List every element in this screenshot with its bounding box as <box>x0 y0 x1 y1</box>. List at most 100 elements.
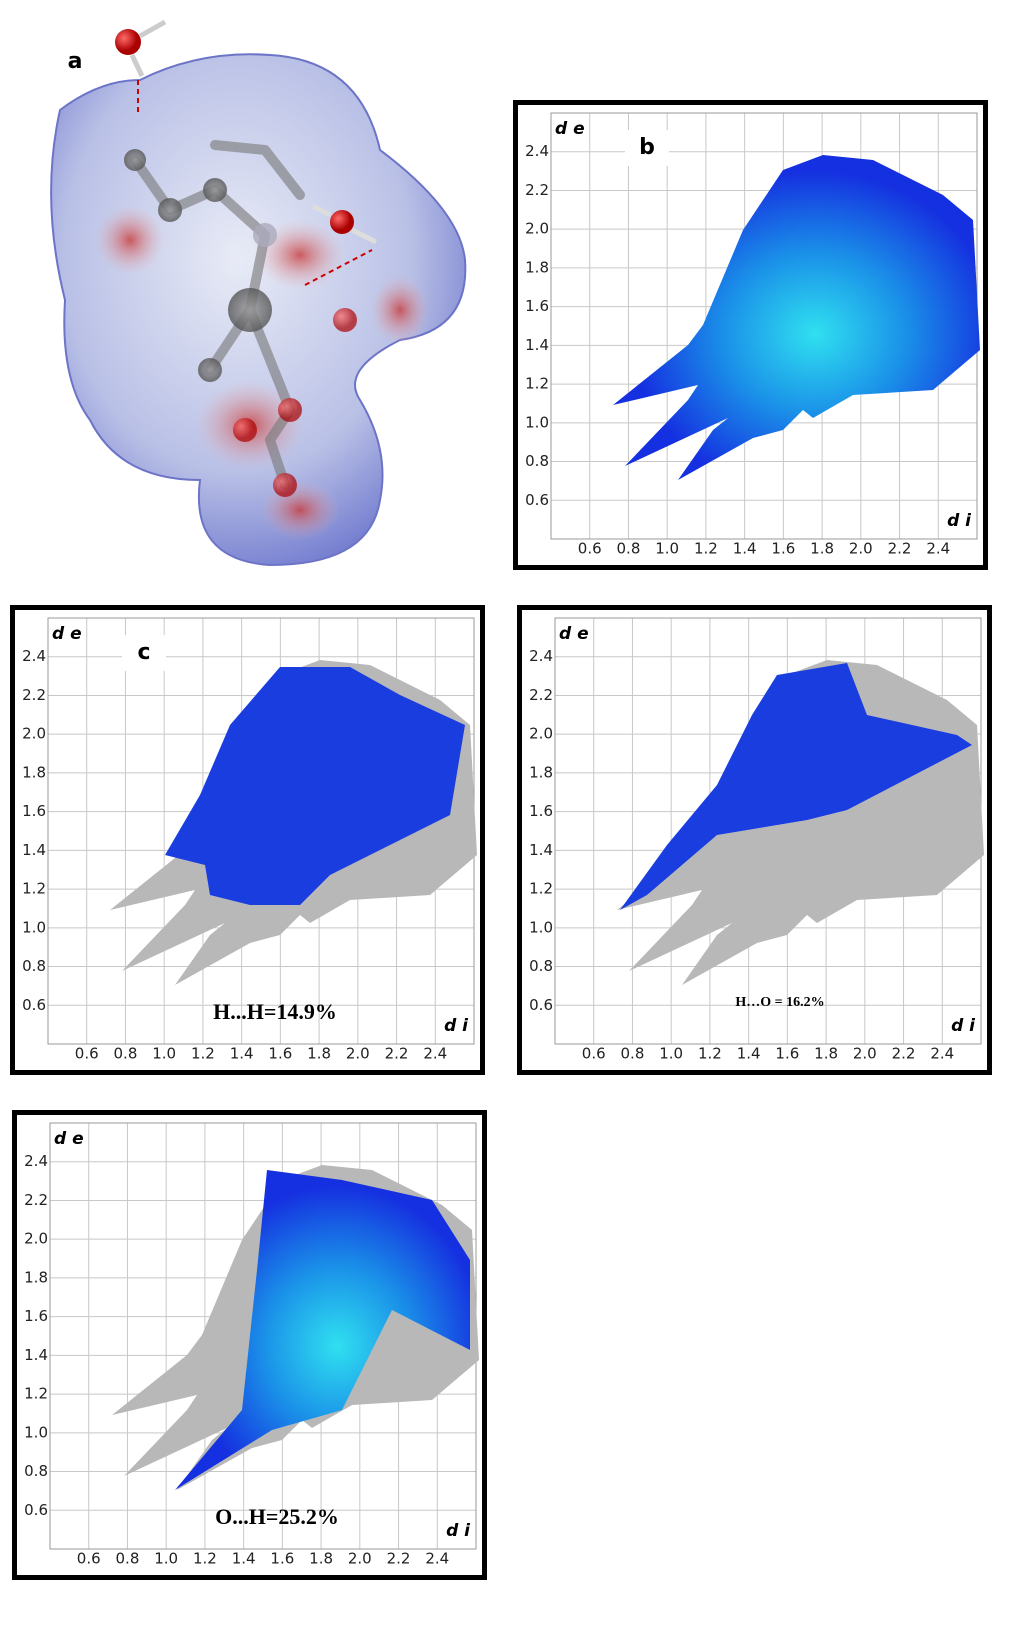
cloud-group <box>617 660 984 985</box>
x-tick-label: 1.8 <box>307 1045 331 1063</box>
x-tick-label: 2.2 <box>385 1045 409 1063</box>
y-tick-label: 1.4 <box>529 841 553 859</box>
annotation: H…O = 16.2% <box>735 995 824 1010</box>
x-tick-label: 0.8 <box>621 1045 645 1063</box>
y-tick-label: 1.8 <box>24 1268 48 1286</box>
panel-label: a <box>68 49 83 74</box>
x-tick-label: 1.6 <box>771 540 795 558</box>
x-tick-label: 2.0 <box>346 1045 370 1063</box>
x-tick-label: 2.4 <box>425 1550 449 1568</box>
y-tick-label: 1.0 <box>525 413 549 431</box>
y-tick-label: 0.6 <box>22 996 46 1014</box>
panel-frame <box>517 605 992 1075</box>
y-tick-label: 2.4 <box>24 1152 48 1170</box>
y-tick-label: 2.2 <box>22 686 46 704</box>
y-axis-label: d e <box>52 624 82 644</box>
y-tick-label: 1.2 <box>24 1385 48 1403</box>
y-tick-label: 2.4 <box>529 647 553 665</box>
y-tick-label: 2.0 <box>22 725 46 743</box>
clouds <box>110 155 984 1490</box>
fingerprint-cloud <box>613 155 980 480</box>
y-axis-label: d e <box>54 1129 84 1149</box>
x-tick-label: 0.6 <box>75 1045 99 1063</box>
y-tick-label: 0.6 <box>529 996 553 1014</box>
x-tick-label: 1.8 <box>814 1045 838 1063</box>
y-tick-label: 1.8 <box>529 763 553 781</box>
y-tick-label: 1.2 <box>22 880 46 898</box>
x-tick-label: 2.0 <box>853 1045 877 1063</box>
y-axis-label: d e <box>555 119 585 139</box>
y-tick-label: 0.6 <box>525 491 549 509</box>
x-tick-label: 1.2 <box>694 540 718 558</box>
y-axis-label: d e <box>559 624 589 644</box>
y-tick-label: 1.4 <box>24 1346 48 1364</box>
panel-foreground: d e d i H…O = 16.2% <box>517 605 992 1075</box>
x-tick-label: 2.4 <box>423 1045 447 1063</box>
y-tick-label: 1.0 <box>22 918 46 936</box>
x-tick-label: 1.8 <box>309 1550 333 1568</box>
panel-foreground: d e d i O...H=25.2% <box>12 1110 487 1580</box>
y-tick-label: 1.6 <box>529 802 553 820</box>
x-tick-label: 0.6 <box>77 1550 101 1568</box>
y-tick-label: 1.6 <box>24 1307 48 1325</box>
x-tick-label: 1.6 <box>268 1045 292 1063</box>
y-tick-label: 0.8 <box>24 1462 48 1480</box>
x-tick-label: 1.4 <box>230 1045 254 1063</box>
panel-frame <box>513 100 988 570</box>
y-tick-label: 0.8 <box>525 452 549 470</box>
x-tick-label: 1.2 <box>191 1045 215 1063</box>
y-tick-label: 0.6 <box>24 1501 48 1519</box>
x-tick-label: 0.8 <box>116 1550 140 1568</box>
cloud-group <box>112 1165 479 1490</box>
y-tick-label: 2.0 <box>525 220 549 238</box>
y-tick-label: 1.0 <box>529 918 553 936</box>
panel-label: c <box>137 640 150 665</box>
y-tick-label: 2.2 <box>525 181 549 199</box>
x-tick-label: 0.8 <box>617 540 641 558</box>
x-tick-label: 0.6 <box>582 1045 606 1063</box>
hirshfeld-surface: a <box>50 19 467 567</box>
x-axis-label: d i <box>947 511 972 531</box>
fingerprint-cloud-highlight <box>620 663 972 910</box>
y-tick-label: 1.6 <box>525 297 549 315</box>
panel-label-bg <box>625 130 669 166</box>
annotation: O...H=25.2% <box>215 1504 339 1529</box>
x-tick-label: 1.0 <box>152 1045 176 1063</box>
y-tick-label: 1.0 <box>24 1423 48 1441</box>
x-tick-label: 1.8 <box>810 540 834 558</box>
y-tick-label: 2.2 <box>529 686 553 704</box>
x-tick-label: 2.2 <box>387 1550 411 1568</box>
x-tick-label: 2.0 <box>348 1550 372 1568</box>
y-tick-label: 1.2 <box>525 375 549 393</box>
panel-frame <box>12 1110 487 1580</box>
y-tick-label: 1.2 <box>529 880 553 898</box>
x-tick-label: 1.6 <box>270 1550 294 1568</box>
cloud-group <box>110 660 477 985</box>
y-tick-label: 1.6 <box>22 802 46 820</box>
x-tick-label: 1.2 <box>193 1550 217 1568</box>
y-tick-label: 2.4 <box>525 142 549 160</box>
x-tick-label: 2.4 <box>930 1045 954 1063</box>
x-tick-label: 2.0 <box>849 540 873 558</box>
y-tick-label: 2.4 <box>22 647 46 665</box>
y-tick-label: 2.0 <box>24 1230 48 1248</box>
x-axis-label: d i <box>446 1521 471 1541</box>
panel-label: b <box>639 135 655 160</box>
x-tick-label: 0.6 <box>578 540 602 558</box>
x-tick-label: 1.0 <box>655 540 679 558</box>
x-tick-label: 0.8 <box>114 1045 138 1063</box>
x-tick-label: 1.2 <box>698 1045 722 1063</box>
panel-frame <box>10 605 485 1075</box>
x-tick-label: 1.4 <box>737 1045 761 1063</box>
x-tick-label: 2.4 <box>926 540 950 558</box>
x-tick-label: 1.4 <box>733 540 757 558</box>
x-axis-label: d i <box>444 1016 469 1036</box>
x-axis-label: d i <box>951 1016 976 1036</box>
y-tick-label: 0.8 <box>22 957 46 975</box>
y-tick-label: 1.8 <box>22 763 46 781</box>
x-tick-label: 1.0 <box>154 1550 178 1568</box>
cloud-group <box>613 155 980 480</box>
x-tick-label: 1.6 <box>775 1045 799 1063</box>
x-tick-label: 1.0 <box>659 1045 683 1063</box>
